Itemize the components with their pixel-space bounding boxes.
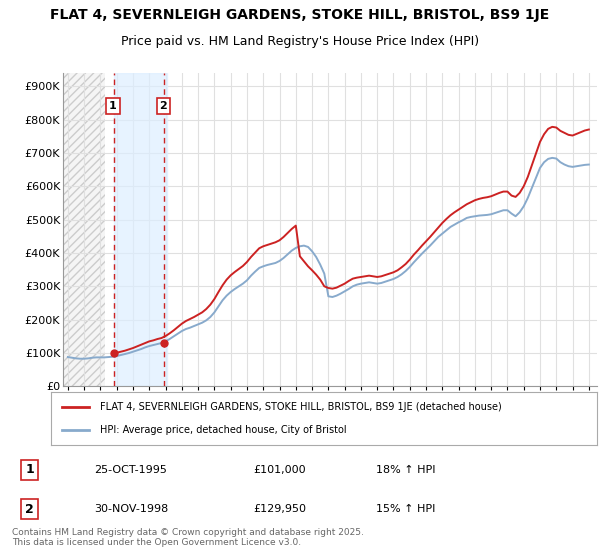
Text: FLAT 4, SEVERNLEIGH GARDENS, STOKE HILL, BRISTOL, BS9 1JE: FLAT 4, SEVERNLEIGH GARDENS, STOKE HILL,… <box>50 7 550 21</box>
Text: HPI: Average price, detached house, City of Bristol: HPI: Average price, detached house, City… <box>100 425 347 435</box>
Text: 1: 1 <box>109 101 117 111</box>
Text: £101,000: £101,000 <box>253 465 305 475</box>
Text: Contains HM Land Registry data © Crown copyright and database right 2025.
This d: Contains HM Land Registry data © Crown c… <box>12 528 364 548</box>
Text: Price paid vs. HM Land Registry's House Price Index (HPI): Price paid vs. HM Land Registry's House … <box>121 35 479 48</box>
Bar <box>114 73 167 386</box>
Text: 30-NOV-1998: 30-NOV-1998 <box>94 504 169 514</box>
Text: 18% ↑ HPI: 18% ↑ HPI <box>376 465 436 475</box>
Text: 2: 2 <box>160 101 167 111</box>
Bar <box>63 73 106 386</box>
Text: 1: 1 <box>25 464 34 477</box>
Text: 2: 2 <box>25 503 34 516</box>
Text: 15% ↑ HPI: 15% ↑ HPI <box>376 504 436 514</box>
Text: £129,950: £129,950 <box>253 504 306 514</box>
Text: FLAT 4, SEVERNLEIGH GARDENS, STOKE HILL, BRISTOL, BS9 1JE (detached house): FLAT 4, SEVERNLEIGH GARDENS, STOKE HILL,… <box>100 402 502 412</box>
Text: 25-OCT-1995: 25-OCT-1995 <box>94 465 167 475</box>
